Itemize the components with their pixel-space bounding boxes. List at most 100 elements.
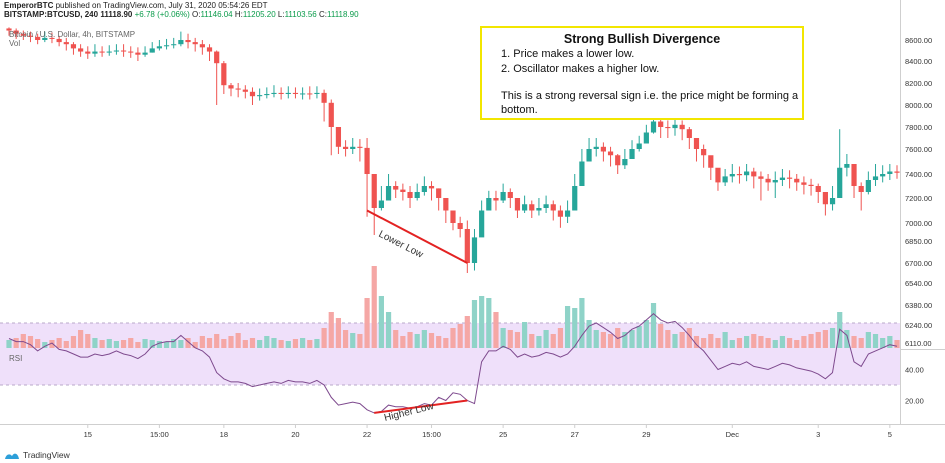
candle-body <box>342 146 349 149</box>
time-tick-label: 15:00 <box>422 430 441 439</box>
candle-body <box>815 186 821 192</box>
volume-legend[interactable]: Vol <box>9 39 21 48</box>
candle-body <box>643 132 649 144</box>
time-tick-label: 25 <box>499 430 507 439</box>
volume-bar <box>486 298 492 348</box>
volume-bar <box>128 338 134 348</box>
candle-body <box>479 210 485 238</box>
candle-body <box>264 94 270 96</box>
volume-bar <box>722 332 728 348</box>
volume-bar <box>708 334 714 348</box>
candle-body <box>622 159 628 166</box>
price-tick-label: 7000.00 <box>905 219 932 228</box>
series-legend[interactable]: Bitcoin / U.S. Dollar, 4h, BITSTAMP <box>9 30 136 39</box>
volume-bar <box>99 340 105 348</box>
candle-body <box>421 186 427 192</box>
price-tick-label: 8000.00 <box>905 101 932 110</box>
volume-bar <box>829 328 836 348</box>
candle-body <box>56 38 62 43</box>
volume-bar <box>342 330 349 348</box>
author-name[interactable]: EmperorBTC <box>4 1 54 10</box>
volume-bar <box>564 306 571 348</box>
candle-body <box>278 92 284 94</box>
candle-body <box>536 208 542 211</box>
candle-body <box>829 198 836 205</box>
candle-body <box>185 40 191 43</box>
tradingview-logo[interactable]: TradingView <box>4 450 70 460</box>
volume-bar <box>364 298 370 348</box>
volume-bar <box>543 330 549 348</box>
candle-body <box>163 45 170 47</box>
note-line-2: 2. Oscillator makes a higher low. <box>501 63 660 75</box>
candle-body <box>249 91 256 97</box>
volume-bar <box>643 320 649 348</box>
volume-bar <box>865 332 871 348</box>
time-tick-label: 22 <box>363 430 371 439</box>
volume-bar <box>414 334 420 348</box>
volume-bar <box>35 339 41 348</box>
candle-body <box>106 51 112 53</box>
candle-body <box>321 92 327 103</box>
candle-body <box>572 186 578 211</box>
candle-body <box>880 174 886 177</box>
candle-body <box>70 44 77 49</box>
candle-body <box>851 164 857 186</box>
price-change: +6.78 (+0.06%) <box>134 10 190 19</box>
candle-body <box>514 198 521 211</box>
price-tick-label: 6380.00 <box>905 301 932 310</box>
volume-bar <box>135 342 141 348</box>
candle-body <box>300 93 306 95</box>
volume-bar <box>887 336 893 348</box>
candle-body <box>887 171 893 174</box>
candle-body <box>42 37 48 40</box>
candle-body <box>178 40 184 45</box>
candle-body <box>801 182 807 185</box>
volume-bar <box>221 339 227 348</box>
price-lower-low-line <box>366 209 468 264</box>
candle-body <box>350 146 356 149</box>
volume-bar <box>292 339 299 348</box>
volume-bar <box>479 296 485 348</box>
volume-bar <box>650 303 657 348</box>
candle-body <box>328 102 334 127</box>
volume-bar <box>794 340 800 348</box>
volume-bar <box>514 332 521 348</box>
candle-body <box>443 198 449 211</box>
price-tick-label: 7200.00 <box>905 194 932 203</box>
tradingview-logo-text: TradingView <box>23 450 70 460</box>
volume-bar <box>335 318 342 348</box>
candle-body <box>736 174 743 176</box>
volume-bar <box>686 328 692 348</box>
note-line-1: 1. Price makes a lower low. <box>501 48 635 60</box>
volume-bar <box>235 333 241 348</box>
volume-bar <box>464 316 470 348</box>
candle-body <box>779 177 786 180</box>
volume-bar <box>844 330 850 348</box>
time-tick-label: 18 <box>220 430 228 439</box>
volume-bar <box>729 340 735 348</box>
time-tick-label: 29 <box>642 430 650 439</box>
volume-bar <box>658 324 664 348</box>
rsi-higher-low-line <box>374 399 468 414</box>
volume-bar <box>880 338 886 348</box>
candle-body <box>6 28 12 31</box>
volume-bar <box>163 342 170 348</box>
candle-body <box>464 229 470 263</box>
volume-bar <box>579 298 585 348</box>
volume-bar <box>622 332 628 348</box>
candle-body <box>35 36 41 40</box>
low-label: L: <box>277 10 285 19</box>
candle-body <box>364 147 370 174</box>
volume-bar <box>328 312 334 348</box>
candle-body <box>378 200 384 208</box>
rsi-legend[interactable]: RSI <box>9 354 23 363</box>
volume-bar <box>192 342 198 348</box>
volume-bar <box>872 334 879 348</box>
volume-bar <box>385 312 392 348</box>
candle-body <box>500 192 506 201</box>
volume-bar <box>106 339 112 348</box>
volume-bar <box>593 330 599 348</box>
volume-bar <box>228 336 234 348</box>
candle-body <box>314 92 320 94</box>
